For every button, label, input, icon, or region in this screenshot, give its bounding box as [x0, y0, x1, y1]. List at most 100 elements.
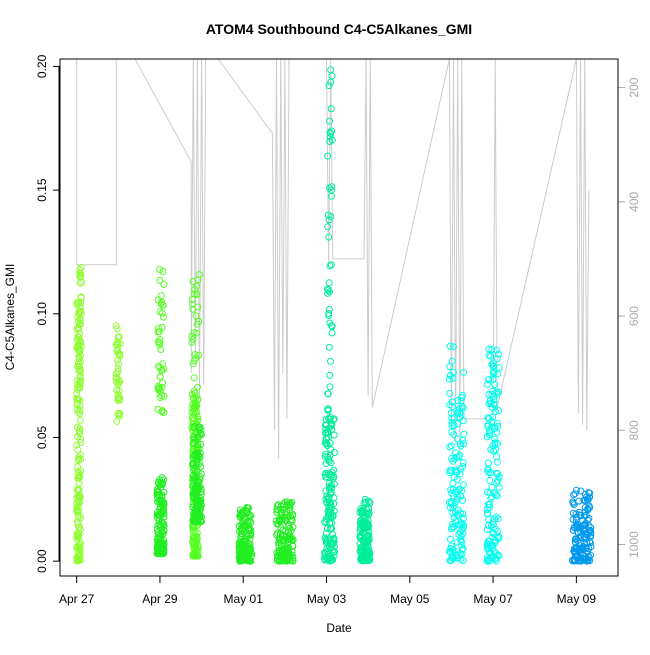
data-point	[189, 335, 197, 343]
data-point	[586, 538, 594, 546]
data-point	[446, 401, 454, 409]
data-point	[489, 442, 497, 450]
data-point	[325, 286, 332, 294]
data-point	[236, 512, 244, 520]
data-point	[447, 372, 454, 380]
data-point	[188, 391, 196, 398]
data-point	[77, 439, 85, 446]
data-point	[585, 522, 593, 530]
data-point	[455, 486, 462, 494]
data-point	[491, 555, 499, 563]
data-point	[490, 368, 498, 376]
data-point	[76, 406, 84, 414]
data-point	[76, 303, 84, 311]
data-point	[447, 442, 455, 450]
data-point	[365, 497, 373, 505]
data-point	[194, 441, 202, 448]
data-point	[485, 345, 493, 353]
data-point	[73, 504, 81, 512]
data-point	[447, 409, 455, 417]
altitude-profile-layer	[76, 58, 590, 459]
data-point	[577, 487, 585, 495]
data-point	[448, 357, 456, 365]
data-point	[581, 521, 589, 529]
x-tick-label: May 07	[473, 592, 513, 606]
data-point	[449, 479, 457, 487]
chart-title: ATOM4 Southbound C4-C5Alkanes_GMI	[206, 21, 472, 37]
data-point	[191, 390, 199, 397]
data-point	[493, 453, 500, 461]
data-point	[191, 285, 199, 293]
data-point	[194, 544, 202, 552]
data-point	[194, 500, 201, 508]
data-point	[445, 375, 453, 383]
data-point	[490, 401, 498, 409]
data-point	[459, 436, 467, 444]
data-point	[460, 481, 468, 489]
data-point	[572, 521, 580, 529]
data-point	[76, 429, 84, 437]
data-point	[188, 300, 196, 308]
data-point	[327, 544, 335, 552]
data-point	[156, 373, 164, 381]
data-point	[190, 374, 198, 382]
data-point	[330, 449, 338, 456]
data-point	[191, 552, 199, 560]
data-point	[485, 431, 493, 439]
y-axis-label: C4-C5Alkanes_GMI	[3, 264, 17, 371]
data-point	[194, 517, 202, 525]
data-point	[75, 498, 83, 506]
data-point	[116, 396, 124, 404]
x-tick-label: May 09	[557, 592, 597, 606]
data-point	[326, 520, 334, 528]
data-point	[328, 322, 336, 330]
data-point	[74, 492, 82, 500]
data-point	[76, 273, 84, 281]
data-point	[364, 556, 371, 564]
data-point	[77, 298, 85, 306]
data-point	[278, 547, 286, 555]
data-point	[322, 450, 330, 458]
data-point	[321, 518, 329, 526]
data-point	[73, 406, 81, 414]
data-point	[237, 525, 245, 533]
data-point	[190, 419, 198, 427]
data-point	[485, 548, 493, 556]
data-point	[278, 516, 286, 524]
data-point	[75, 529, 83, 536]
data-point	[495, 350, 502, 358]
data-point	[192, 476, 200, 484]
data-point	[327, 78, 335, 86]
data-point	[491, 515, 498, 523]
data-point	[459, 391, 466, 399]
data-point	[326, 439, 334, 447]
data-point	[449, 486, 457, 494]
data-point	[495, 484, 503, 491]
data-point	[156, 535, 164, 543]
data-point	[114, 364, 122, 372]
data-point	[582, 511, 590, 519]
data-point	[448, 428, 456, 436]
data-point	[157, 346, 165, 353]
data-point	[194, 496, 202, 503]
data-point	[322, 435, 330, 443]
data-point	[154, 405, 162, 413]
data-point	[327, 261, 335, 269]
data-point	[458, 546, 466, 553]
data-point	[190, 329, 198, 337]
data-point	[283, 532, 291, 540]
data-point	[484, 510, 492, 517]
data-point	[75, 384, 83, 392]
data-point	[75, 321, 83, 329]
data-point	[493, 390, 501, 398]
x-tick-label: Apr 29	[142, 592, 178, 606]
data-point	[159, 506, 167, 514]
data-point	[459, 404, 467, 412]
data-point	[75, 341, 83, 349]
data-point	[327, 445, 335, 453]
data-point	[322, 440, 330, 448]
data-point	[483, 380, 491, 388]
data-point	[459, 417, 467, 425]
y-tick-label: 0.10	[35, 302, 49, 326]
data-point	[327, 459, 335, 467]
